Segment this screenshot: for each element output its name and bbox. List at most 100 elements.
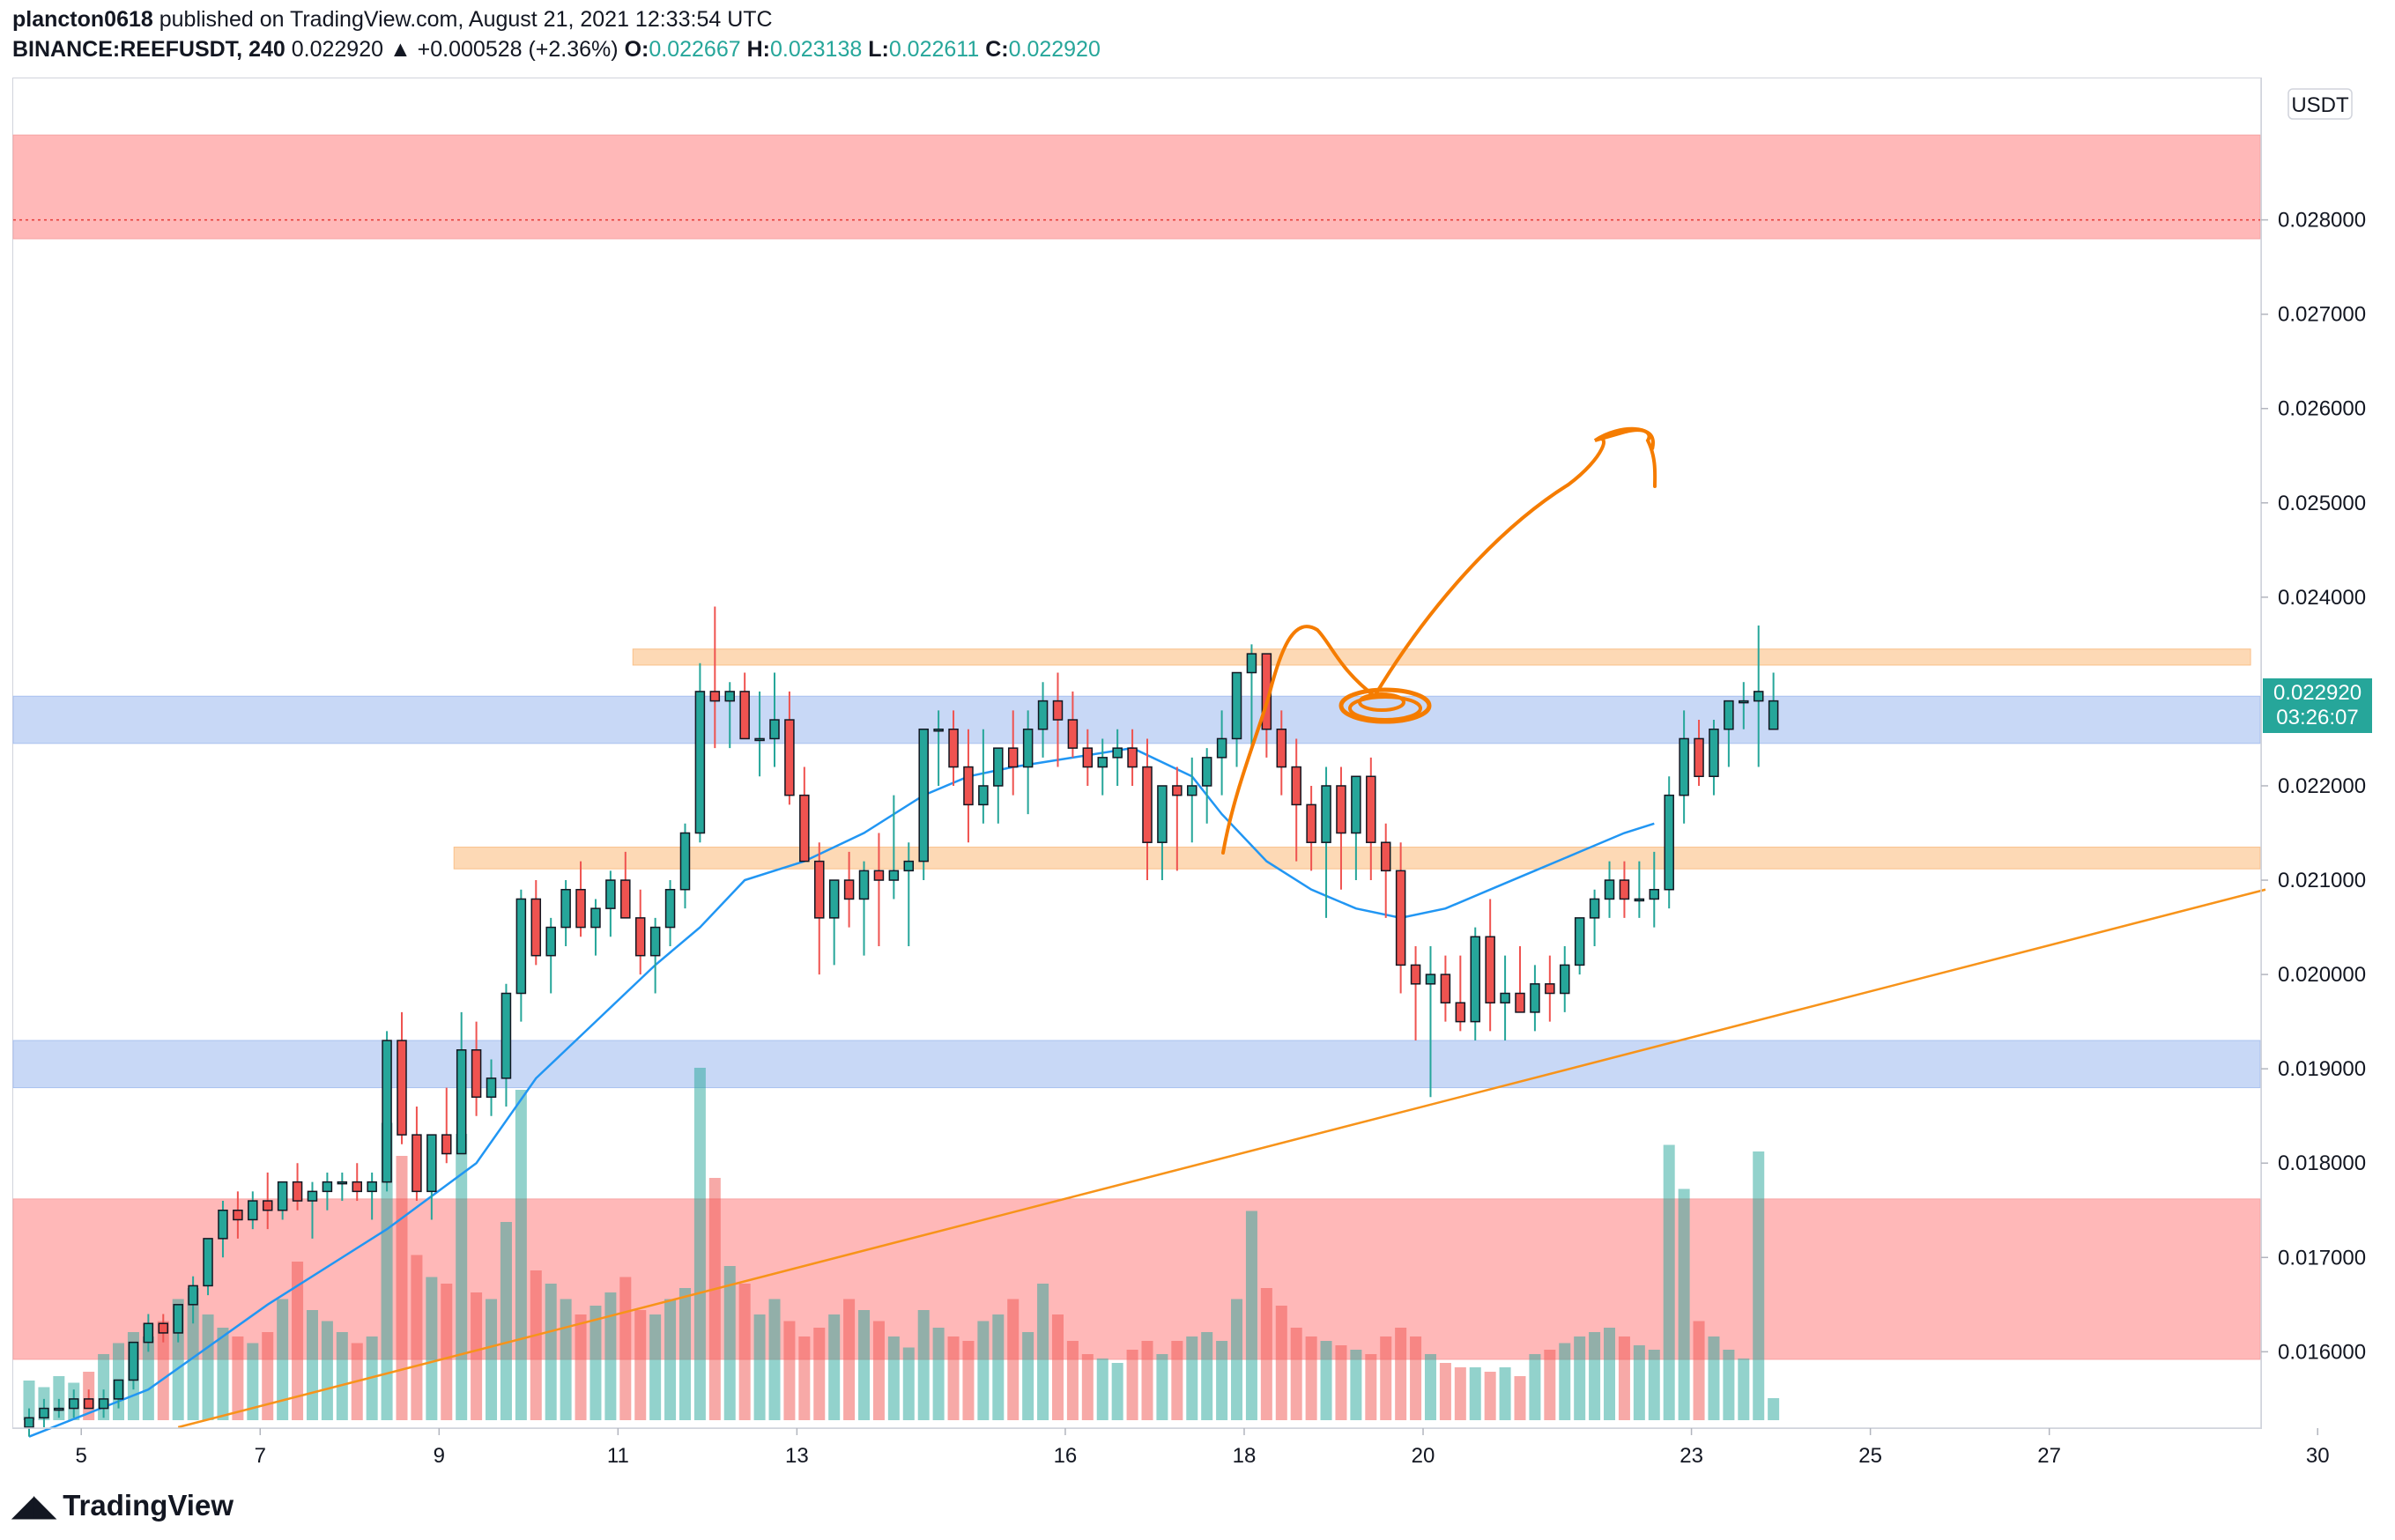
tradingview-footer[interactable]: ◢◣ TradingView (12, 1489, 234, 1522)
candle-body (1768, 700, 1779, 730)
current-price-badge-bg (2263, 678, 2372, 733)
volume-bar (560, 1299, 572, 1420)
time-tick-label: 23 (1679, 1444, 1703, 1468)
current-price-badge: 0.022920 (2273, 681, 2362, 705)
volume-bar (932, 1328, 945, 1420)
volume-bar (947, 1336, 960, 1420)
volume-bar (1648, 1350, 1660, 1420)
candles-layer (24, 606, 1779, 1437)
circle-mark-2 (1348, 695, 1422, 722)
volume-bar (202, 1314, 214, 1420)
candle-body (1574, 917, 1585, 966)
volume-bar (828, 1314, 841, 1420)
volume-bar (1708, 1336, 1720, 1420)
time-tick-label: 13 (785, 1444, 809, 1468)
volume-bar (1395, 1328, 1407, 1420)
candle-body (24, 1417, 34, 1428)
candle-body (397, 1040, 407, 1136)
volume-bar (142, 1336, 154, 1420)
volume-bar (872, 1321, 885, 1420)
candle-body (993, 747, 1004, 787)
candle-body (1739, 700, 1749, 704)
last-price: 0.022920 (291, 37, 384, 62)
publisher-name[interactable]: plancton0618 (12, 7, 153, 32)
volume-bar (738, 1284, 751, 1420)
zone-support-2 (12, 1040, 2261, 1089)
volume-bar (441, 1284, 453, 1420)
candle-body (605, 879, 616, 909)
price-tick-label: 0.017000 (2278, 1246, 2366, 1270)
volume-bar (1365, 1354, 1377, 1420)
time-axis: 579111316182023252730Sep3 (13, 1427, 2330, 1468)
volume-bar (471, 1292, 483, 1420)
volume-bar (1424, 1354, 1436, 1420)
time-tick-label: 20 (1412, 1444, 1435, 1468)
currency-badge[interactable]: USDT (2291, 93, 2349, 117)
volume-bar (1514, 1376, 1526, 1420)
projection-drawing (1221, 426, 1657, 855)
candle-body (590, 907, 601, 929)
volume-bar (858, 1310, 871, 1420)
volume-bar (1305, 1336, 1317, 1420)
volume-bar (664, 1299, 677, 1420)
candle-body (545, 926, 556, 957)
candle-body (1276, 728, 1287, 768)
candle-body (858, 870, 870, 900)
volume-bar (306, 1310, 318, 1420)
time-tick-label: 7 (255, 1444, 266, 1468)
candle-body (1380, 841, 1391, 872)
volume-bar (500, 1222, 512, 1420)
time-tick-label: 11 (607, 1444, 629, 1468)
volume-bar (902, 1347, 915, 1420)
volume-bar (1469, 1367, 1481, 1420)
candle-body (1634, 898, 1645, 902)
candle-body (903, 860, 915, 872)
volume-layer (23, 1068, 1780, 1420)
candle-body (1470, 936, 1480, 1023)
volume-bar (992, 1314, 1005, 1420)
candle-body (1007, 747, 1019, 768)
candle-body (471, 1048, 482, 1099)
time-tick-label: 18 (1233, 1444, 1257, 1468)
candle-body (69, 1398, 79, 1410)
candle-body (888, 870, 900, 881)
price-tick-label: 0.024000 (2278, 586, 2366, 610)
candle-body (218, 1210, 228, 1240)
candle-body (1112, 747, 1123, 759)
candle-body (1022, 728, 1034, 768)
trendline-layer (177, 888, 2266, 1429)
candle-body (1306, 803, 1316, 843)
high-label: H: (746, 37, 770, 62)
volume-bar (1260, 1288, 1272, 1420)
candle-body (188, 1285, 198, 1306)
ohlc-line: BINANCE:REEFUSDT, 240 0.022920 ▲ +0.0005… (12, 37, 1101, 63)
volume-bar (1380, 1336, 1392, 1420)
volume-bar (1096, 1359, 1109, 1420)
candle-body (441, 1134, 452, 1155)
candle-body (515, 898, 527, 995)
candle-body (1679, 737, 1689, 796)
close-value: 0.022920 (1008, 37, 1101, 62)
candle-body (39, 1407, 49, 1419)
candle-body (54, 1407, 64, 1411)
volume-bar (1738, 1359, 1750, 1420)
price-tick-label: 0.021000 (2278, 869, 2366, 892)
volume-bar (753, 1314, 766, 1420)
volume-bar (678, 1288, 691, 1420)
volume-bar (1439, 1363, 1451, 1420)
candle-body (83, 1398, 94, 1410)
volume-bar (396, 1156, 408, 1420)
candle-body (1410, 964, 1421, 985)
volume-bar (768, 1299, 781, 1420)
candle-body (248, 1200, 258, 1221)
candle-body (1246, 653, 1257, 674)
volume-bar (1589, 1332, 1601, 1420)
candle-body (1664, 794, 1674, 891)
volume-bar (1529, 1354, 1541, 1420)
publish-line: plancton0618 published on TradingView.co… (12, 7, 773, 33)
candle-body (113, 1379, 124, 1400)
candle-body (173, 1304, 183, 1334)
volume-bar (247, 1343, 259, 1420)
zone-support-1 (12, 695, 2261, 744)
